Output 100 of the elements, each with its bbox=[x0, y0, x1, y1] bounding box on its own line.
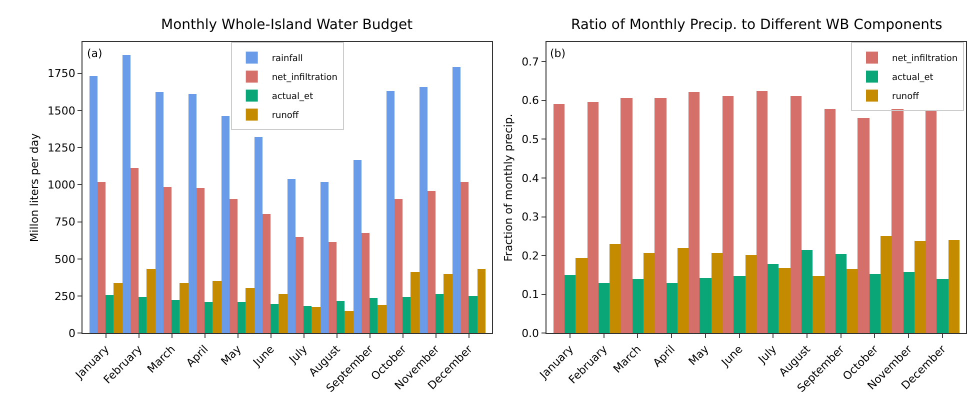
bar bbox=[948, 240, 960, 334]
bar bbox=[598, 283, 610, 334]
bar bbox=[362, 233, 370, 334]
y-tick-label: 0.1 bbox=[522, 288, 540, 302]
chart-title: Ratio of Monthly Precip. to Different WB Components bbox=[571, 17, 942, 33]
legend-label: rainfall bbox=[272, 54, 303, 64]
bar bbox=[238, 302, 246, 334]
bar bbox=[288, 179, 296, 334]
y-tick-label: 1500 bbox=[47, 104, 76, 118]
bar bbox=[824, 109, 836, 334]
bar bbox=[609, 244, 620, 334]
y-tick-label: 0.5 bbox=[522, 133, 540, 146]
y-tick-label: 0.6 bbox=[522, 94, 540, 108]
bar bbox=[632, 279, 644, 334]
y-axis-title: Fraction of monthly precip. bbox=[502, 114, 516, 262]
bar bbox=[564, 275, 576, 334]
bar bbox=[278, 294, 288, 334]
bar bbox=[812, 276, 824, 334]
bar bbox=[394, 199, 403, 334]
bar bbox=[146, 269, 156, 334]
bar bbox=[587, 102, 598, 334]
bar bbox=[436, 294, 444, 334]
bar bbox=[654, 98, 666, 334]
bar bbox=[790, 96, 802, 334]
bar bbox=[212, 281, 222, 334]
bar bbox=[196, 188, 205, 334]
bar bbox=[677, 248, 688, 334]
legend-label: actual_et bbox=[892, 73, 934, 84]
bar bbox=[756, 91, 768, 334]
legend-label: runoff bbox=[892, 92, 920, 102]
bar bbox=[262, 214, 271, 334]
bar bbox=[320, 182, 329, 334]
legend-label: actual_et bbox=[272, 92, 314, 102]
y-tick-label: 250 bbox=[54, 290, 76, 303]
bar bbox=[370, 298, 378, 334]
bar bbox=[164, 187, 172, 334]
bar bbox=[410, 272, 420, 334]
bar bbox=[114, 283, 123, 334]
bar bbox=[880, 236, 892, 334]
bar bbox=[733, 276, 746, 334]
bar bbox=[90, 76, 98, 334]
y-tick-label: 0 bbox=[68, 327, 76, 340]
bar bbox=[122, 55, 131, 334]
bar bbox=[620, 98, 632, 334]
bar bbox=[296, 237, 304, 334]
bar bbox=[688, 92, 700, 334]
bar bbox=[230, 199, 238, 334]
bar bbox=[745, 255, 756, 334]
bar bbox=[936, 279, 948, 334]
legend-label: runoff bbox=[272, 111, 300, 122]
bar bbox=[903, 272, 914, 334]
annotation: (a) bbox=[87, 47, 102, 60]
bar bbox=[312, 307, 321, 334]
bar bbox=[643, 253, 654, 334]
bar bbox=[452, 67, 461, 334]
y-tick-label: 500 bbox=[54, 252, 76, 266]
y-tick-label: 0.7 bbox=[522, 55, 540, 68]
bar bbox=[914, 241, 926, 334]
bar bbox=[699, 278, 712, 334]
bar bbox=[270, 304, 279, 334]
bar bbox=[778, 268, 790, 334]
bar bbox=[478, 269, 486, 334]
y-tick-label: 1750 bbox=[47, 67, 76, 80]
y-tick-label: 750 bbox=[54, 216, 76, 229]
y-tick-label: 1250 bbox=[47, 141, 76, 154]
bar bbox=[402, 297, 411, 334]
bar bbox=[180, 283, 189, 334]
y-tick-label: 0.3 bbox=[522, 210, 540, 224]
bar bbox=[925, 110, 936, 334]
y-axis-title: Millon liters per day bbox=[28, 132, 42, 242]
bar bbox=[711, 253, 722, 334]
bar bbox=[722, 96, 734, 334]
y-tick-label: 0.0 bbox=[522, 327, 540, 340]
y-tick-label: 1000 bbox=[47, 178, 76, 192]
bar bbox=[386, 91, 395, 334]
bar bbox=[354, 160, 362, 334]
bar bbox=[328, 242, 337, 334]
bar bbox=[344, 311, 354, 334]
bar bbox=[420, 87, 428, 334]
bar bbox=[98, 182, 106, 334]
bar bbox=[553, 104, 564, 334]
bar bbox=[172, 300, 180, 334]
chart-title: Monthly Whole-Island Water Budget bbox=[161, 17, 414, 33]
bar bbox=[246, 288, 255, 334]
bar bbox=[130, 168, 139, 334]
legend-label: net_infiltration bbox=[272, 73, 338, 84]
bar bbox=[801, 250, 812, 334]
bar bbox=[204, 302, 213, 334]
legend-label: net_infiltration bbox=[892, 54, 958, 64]
bar bbox=[304, 306, 312, 334]
bar bbox=[106, 295, 114, 334]
bar bbox=[378, 305, 387, 334]
bar bbox=[460, 182, 469, 334]
bar bbox=[138, 297, 147, 334]
annotation: (b) bbox=[550, 47, 566, 60]
bar bbox=[188, 94, 197, 334]
bar bbox=[891, 109, 904, 334]
bar bbox=[666, 283, 678, 334]
bar bbox=[767, 264, 778, 334]
bar bbox=[835, 254, 846, 334]
